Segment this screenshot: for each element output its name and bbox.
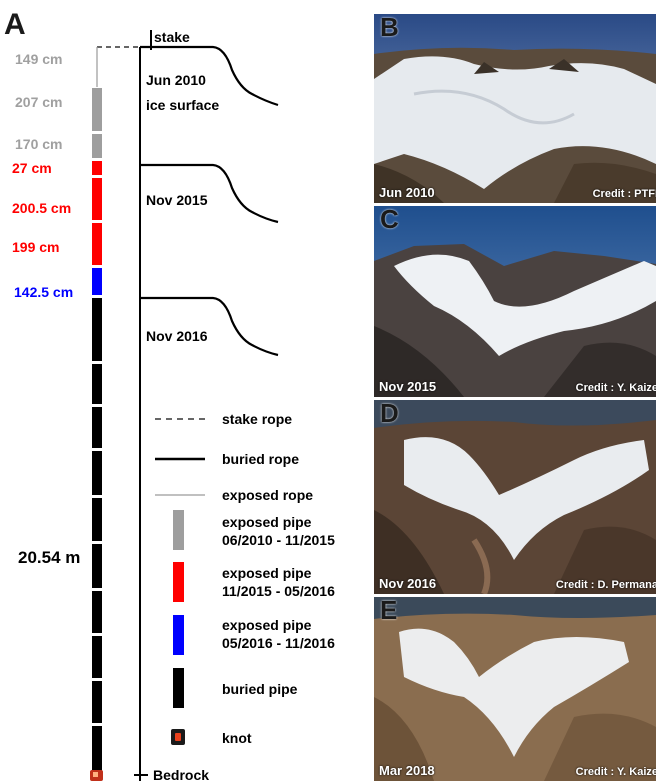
legend-label: exposed rope (222, 487, 313, 503)
photo-credit: Credit : Y. Kaize (575, 382, 656, 394)
legend-label: stake rope (222, 411, 292, 427)
pipe-label: 199 cm (12, 239, 59, 255)
glacier-photo-2018 (374, 597, 656, 781)
pipe-segment-blue (92, 268, 102, 295)
panel-a-letter: A (4, 8, 26, 41)
photo-date: Mar 2018 (379, 763, 435, 778)
photo-date: Nov 2016 (379, 576, 437, 591)
photo-credit: Credit : Y. Kaize (575, 766, 656, 778)
legend-label: 11/2015 - 05/2016 (222, 583, 335, 599)
ice-surface-nov-2016 (140, 296, 279, 357)
photo-date: Jun 2010 (379, 185, 435, 200)
glacier-photo-2015 (374, 206, 656, 397)
panel-letter: C (380, 206, 399, 234)
ice-surface-jun-2010 (140, 45, 279, 107)
pipe-segment-red (92, 178, 102, 220)
pipe-label: 27 cm (12, 160, 52, 176)
surface-label: Nov 2016 (146, 328, 208, 344)
pipe-label: 149 cm (15, 51, 62, 67)
legend-label: knot (222, 730, 252, 746)
pipe-label: 170 cm (15, 136, 62, 152)
surface-label: Nov 2015 (146, 192, 208, 208)
legend-label: buried rope (222, 451, 299, 467)
surface-label: Jun 2010 (146, 72, 206, 88)
surface-label: ice surface (146, 97, 219, 113)
pipe-segment-red (92, 161, 102, 175)
legend-swatch-gray-pipe (173, 510, 184, 550)
photo-panel-b: B Jun 2010 Credit : PTFI (374, 14, 656, 203)
legend-label: 06/2010 - 11/2015 (222, 532, 335, 548)
legend-label: exposed pipe (222, 514, 312, 530)
panel-a-diagram: A stake 149 cm 207 (4, 8, 335, 781)
legend-swatch-buried-pipe (173, 668, 184, 708)
pipe-label: 200.5 cm (12, 200, 71, 216)
pipe-labels: 149 cm 207 cm 170 cm 27 cm 200.5 cm 199 … (12, 51, 80, 567)
pipe-label: 207 cm (15, 94, 62, 110)
buried-length-label: 20.54 m (18, 548, 80, 567)
stake-label: stake (154, 29, 190, 45)
pipe-segment-buried (92, 298, 102, 773)
photo-credit: Credit : PTFI (592, 188, 656, 200)
photo-panel-d: D Nov 2016 Credit : D. Permana (374, 400, 656, 594)
pipe-column (90, 88, 103, 781)
legend-label: buried pipe (222, 681, 298, 697)
legend-swatch-blue-pipe (173, 615, 184, 655)
photo-panel-e: E Mar 2018 Credit : Y. Kaize (374, 597, 656, 781)
pipe-segment-gray (92, 134, 102, 158)
bedrock-label: Bedrock (153, 767, 209, 781)
glacier-photo-2010 (374, 14, 656, 203)
panel-letter: E (380, 597, 398, 625)
legend-label: exposed pipe (222, 617, 312, 633)
ice-surface-nov-2015 (140, 163, 279, 224)
glacier-photo-2016 (374, 400, 656, 594)
pipe-segment-gray (92, 88, 102, 131)
legend-swatch-red-pipe (173, 562, 184, 602)
pipe-joints (92, 361, 102, 726)
photo-date: Nov 2015 (379, 379, 437, 394)
photo-panel-c: C Nov 2015 Credit : Y. Kaize (374, 206, 656, 397)
pipe-label: 142.5 cm (14, 284, 73, 300)
panel-letter: D (380, 400, 399, 428)
photo-credit: Credit : D. Permana (555, 579, 656, 591)
panel-letter: B (380, 14, 399, 42)
legend-label: 05/2016 - 11/2016 (222, 635, 335, 651)
legend-label: exposed pipe (222, 565, 312, 581)
legend: stake rope buried rope exposed rope expo… (155, 411, 335, 746)
pipe-segment-red (92, 223, 102, 265)
